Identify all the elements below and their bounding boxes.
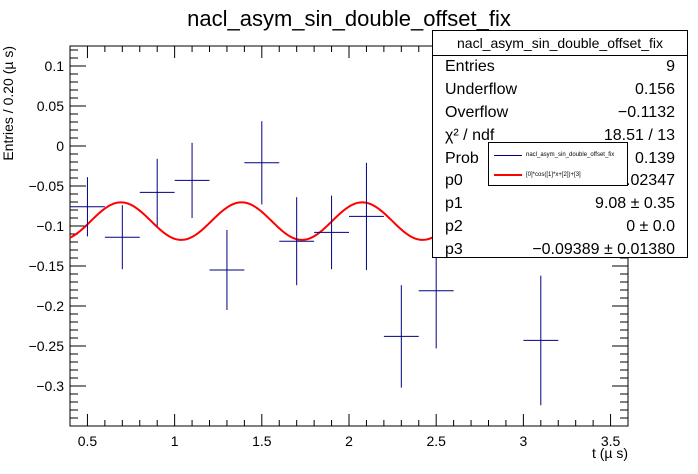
x-tick-label: 1.5 — [252, 433, 272, 449]
stats-title: nacl_asym_sin_double_offset_fix — [433, 31, 687, 56]
stats-value: 0 ± 0.0 — [626, 217, 675, 235]
legend-entry-data: nacl_asym_sin_double_offset_fix — [489, 145, 627, 165]
x-tick-label: 1 — [171, 433, 179, 449]
y-tick-label: 0.05 — [37, 98, 64, 114]
stats-label: p0 — [445, 172, 463, 190]
y-tick-label: 0.1 — [45, 58, 65, 74]
legend-label-fit: [0]*cos([1]*x+[2])+[3] — [526, 172, 581, 178]
data-point — [523, 275, 559, 406]
stats-row: p3 −0.09389 ± 0.01380 — [433, 238, 687, 261]
stats-value: 18.51 / 13 — [603, 126, 675, 144]
legend: nacl_asym_sin_double_offset_fix [0]*cos(… — [488, 142, 628, 186]
chart-title: nacl_asym_sin_double_offset_fix — [187, 6, 511, 31]
stats-label: p1 — [445, 195, 463, 213]
data-point — [349, 162, 384, 270]
stats-value: 0.156 — [634, 81, 675, 99]
stats-row: p1 9.08 ± 0.35 — [433, 193, 687, 216]
stats-label: Underflow — [445, 81, 518, 99]
data-point — [383, 285, 419, 388]
stats-row: Underflow 0.156 — [433, 79, 687, 102]
x-tick-label: 3.5 — [601, 433, 621, 449]
x-tick-label: 3 — [519, 433, 527, 449]
y-tick-label: −0.3 — [36, 378, 64, 394]
stats-value: −0.09389 ± 0.01380 — [532, 240, 675, 258]
stats-value: 0.02347 — [617, 172, 675, 190]
data-point — [139, 158, 175, 226]
legend-entry-fit: [0]*cos([1]*x+[2])+[3] — [489, 165, 627, 185]
data-point — [174, 142, 210, 218]
data-point — [70, 177, 105, 237]
x-axis-label: t (µ s) — [592, 445, 628, 461]
legend-label-data: nacl_asym_sin_double_offset_fix — [526, 152, 615, 158]
data-point — [244, 121, 280, 205]
stats-label: Prob — [445, 149, 479, 167]
stats-row: Prob 0.139 — [433, 147, 687, 170]
y-tick-label: −0.1 — [36, 218, 64, 234]
stats-value: −0.1132 — [617, 103, 675, 121]
stats-rows: Entries 9 Underflow 0.156 Overflow −0.1132 χ² … — [433, 56, 687, 261]
stats-label: Entries — [445, 58, 495, 76]
data-point — [209, 230, 245, 310]
y-tick-label: −0.25 — [29, 338, 65, 354]
data-point — [279, 197, 315, 286]
stats-label: p3 — [445, 240, 463, 258]
stats-row: Overflow −0.1132 — [433, 102, 687, 125]
stats-row: Entries 9 — [433, 56, 687, 79]
y-tick-label: 0 — [56, 138, 64, 154]
y-tick-label: −0.2 — [36, 298, 64, 314]
stats-label: χ² / ndf — [445, 126, 495, 144]
data-point — [104, 205, 140, 270]
stats-label: p2 — [445, 217, 463, 235]
stats-label: Overflow — [445, 103, 509, 121]
x-tick-label: 0.5 — [78, 433, 98, 449]
data-point — [314, 195, 349, 270]
stats-value: 9 — [666, 58, 675, 76]
stats-row: p2 0 ± 0.0 — [433, 216, 687, 239]
y-tick-label: −0.05 — [29, 178, 65, 194]
data-points — [70, 121, 559, 406]
stats-row: χ² / ndf 18.51 / 13 — [433, 124, 687, 147]
stats-row: p0 0.02347 — [433, 170, 687, 193]
stats-value: 9.08 ± 0.35 — [595, 195, 675, 213]
legend-line-fit — [494, 174, 522, 176]
x-tick-label: 2 — [345, 433, 353, 449]
legend-line-data — [494, 154, 522, 156]
x-tick-label: 2.5 — [426, 433, 446, 449]
stats-value: 0.139 — [634, 149, 675, 167]
y-tick-label: −0.15 — [29, 258, 65, 274]
y-axis-label: Entries / 0.20 (µ s) — [0, 46, 16, 161]
x-axis: 0.5 1 1.5 2 2.5 3 3.5 — [69, 46, 629, 449]
